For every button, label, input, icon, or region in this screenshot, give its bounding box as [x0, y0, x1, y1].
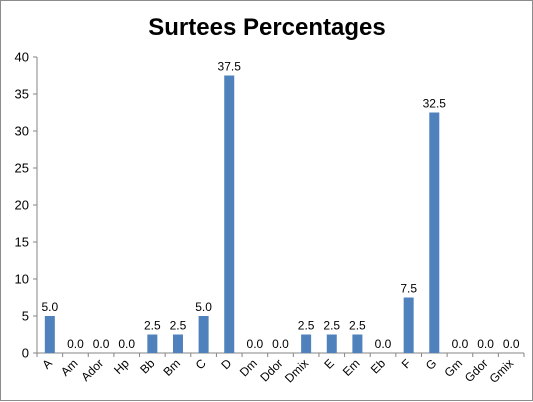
- data-label: 0.0: [452, 337, 469, 351]
- data-label: 0.0: [477, 337, 494, 351]
- x-category-label: Am: [58, 356, 81, 379]
- bar: [403, 297, 414, 353]
- x-category-label: Ddor: [257, 356, 285, 384]
- bar: [224, 75, 235, 353]
- x-category-label: E: [321, 356, 337, 372]
- x-category-label: F: [399, 356, 414, 371]
- bar: [429, 112, 440, 353]
- chart-axes: [36, 57, 524, 354]
- x-category-label: Ador: [78, 356, 106, 384]
- data-label: 32.5: [423, 97, 447, 111]
- data-label: 2.5: [144, 319, 161, 333]
- x-category-label: Bb: [137, 356, 158, 377]
- data-label: 0.0: [247, 337, 264, 351]
- y-tick-label: 15: [15, 235, 29, 250]
- chart-bars: [44, 75, 440, 353]
- y-tick-label: 10: [15, 272, 29, 287]
- y-tick-label: 30: [15, 124, 29, 139]
- data-label: 37.5: [218, 60, 242, 74]
- data-label: 0.0: [118, 337, 135, 351]
- chart-title: Surtees Percentages: [148, 14, 385, 41]
- data-label: 0.0: [272, 337, 289, 351]
- x-category-label: Em: [340, 356, 363, 379]
- x-category-label: Bm: [160, 356, 183, 379]
- y-tick-label: 35: [15, 87, 29, 102]
- data-label: 5.0: [195, 300, 212, 314]
- data-label: 2.5: [170, 319, 187, 333]
- x-category-label: G: [423, 356, 440, 373]
- bar: [172, 334, 183, 353]
- data-label: 0.0: [67, 337, 84, 351]
- data-label: 5.0: [41, 300, 58, 314]
- y-axis-ticks: 0 5 10 15 20 25 30 35 40: [15, 50, 37, 361]
- x-category-label: C: [193, 356, 209, 372]
- data-label: 0.0: [375, 337, 392, 351]
- chart-data-labels: 5.0 0.0 0.0 0.0 2.5 2.5 5.0 37.5 0.0 0.0 2.5 2.5 2.5…: [41, 60, 519, 352]
- bar: [326, 334, 337, 353]
- data-label: 2.5: [323, 319, 340, 333]
- data-label: 2.5: [298, 319, 315, 333]
- y-tick-label: 5: [22, 309, 29, 324]
- x-category-label: Gm: [441, 356, 465, 380]
- x-category-label: A: [39, 356, 55, 372]
- bar: [198, 316, 209, 353]
- x-category-label: Gdor: [462, 356, 491, 385]
- x-category-label: Dmix: [282, 356, 311, 385]
- bar: [352, 334, 363, 353]
- data-label: 2.5: [349, 319, 366, 333]
- x-category-label: Gmix: [487, 356, 517, 386]
- y-tick-label: 0: [22, 346, 29, 361]
- data-label: 0.0: [93, 337, 110, 351]
- y-tick-label: 20: [15, 198, 29, 213]
- data-label: 7.5: [400, 282, 417, 296]
- y-tick-label: 25: [15, 161, 29, 176]
- data-label: 0.0: [503, 337, 520, 351]
- x-category-label: Eb: [368, 356, 389, 377]
- y-tick-label: 40: [15, 50, 29, 65]
- x-category-label: D: [218, 356, 234, 372]
- bar: [44, 316, 55, 353]
- x-category-label: Dm: [237, 356, 260, 379]
- bar: [301, 334, 312, 353]
- bar: [147, 334, 158, 353]
- x-category-label: Hp: [111, 356, 132, 377]
